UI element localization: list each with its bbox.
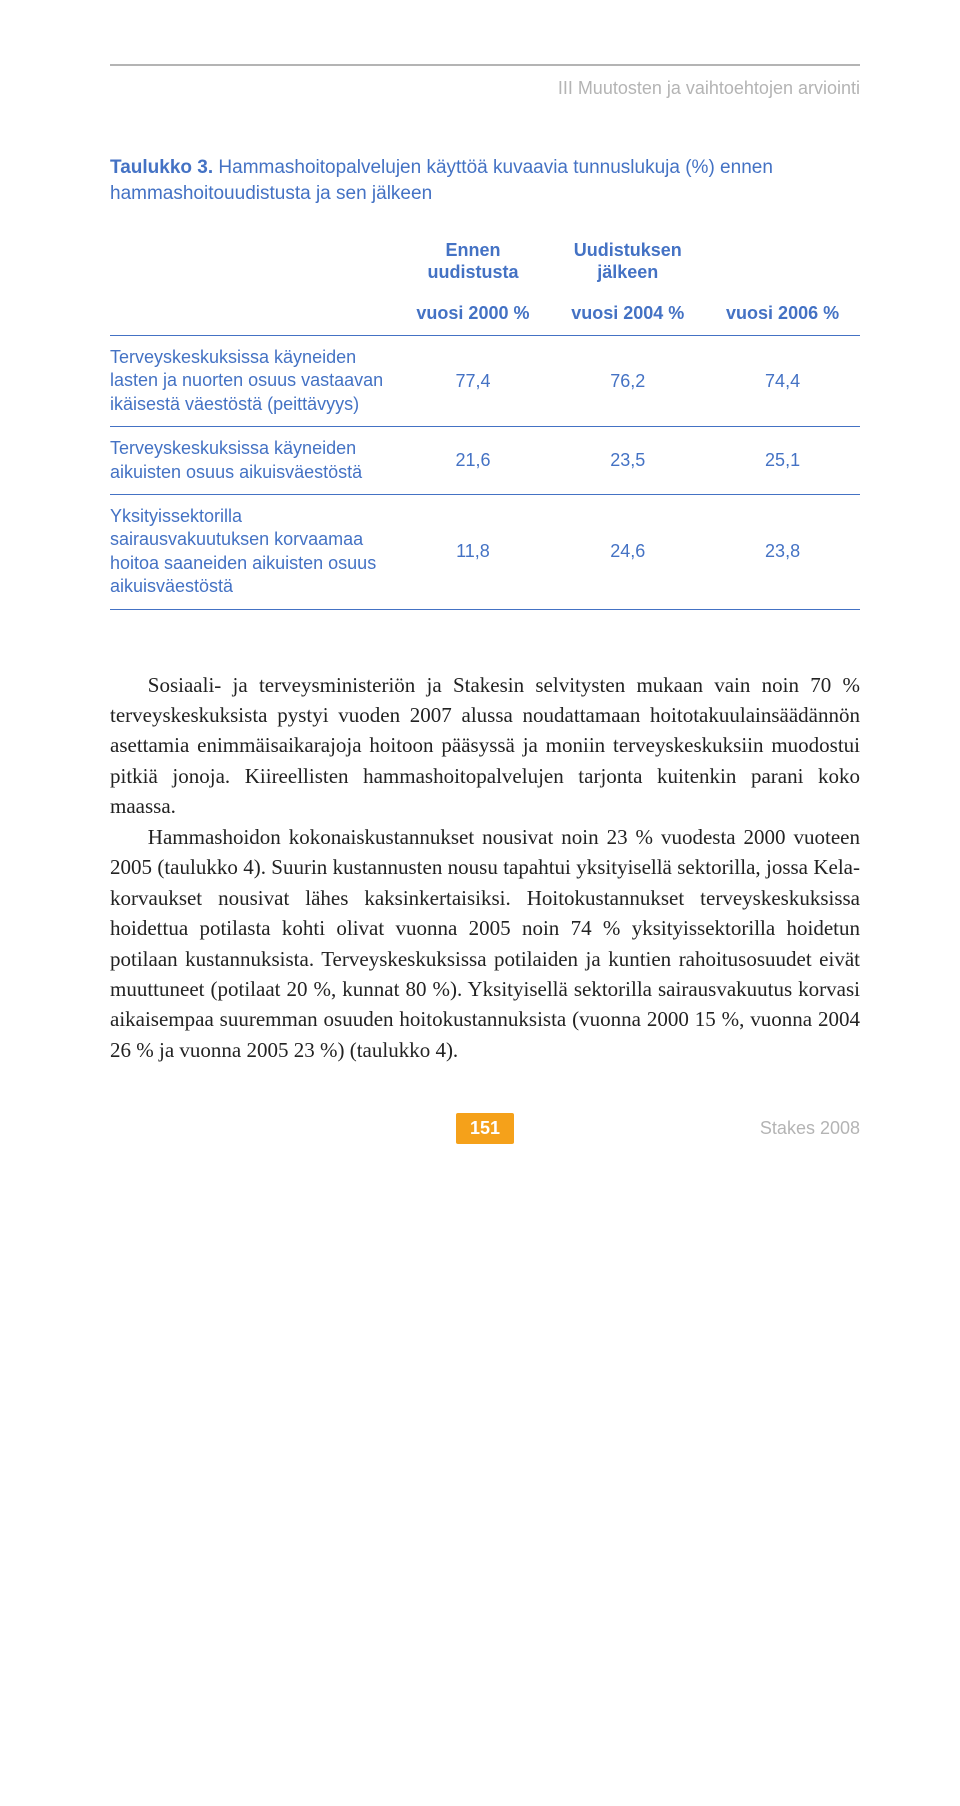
cell-value: 24,6: [550, 495, 705, 610]
cell-value: 23,8: [705, 495, 860, 610]
header-cell: [110, 230, 396, 293]
header-cell: [705, 230, 860, 293]
header-cell: vuosi 2004 %: [550, 293, 705, 335]
cell-value: 25,1: [705, 427, 860, 495]
row-label: Yksityissektorilla sairausvakuutuksen ko…: [110, 495, 396, 610]
header-cell: [110, 293, 396, 335]
table-row: Terveyskeskuksissa käyneiden lasten ja n…: [110, 336, 860, 427]
row-label: Terveyskeskuksissa käyneiden aikuisten o…: [110, 427, 396, 495]
table-header-row-1: Ennen uudistusta Uudistuksen jälkeen: [110, 230, 860, 293]
cell-value: 11,8: [396, 495, 551, 610]
table-row: Terveyskeskuksissa käyneiden aikuisten o…: [110, 427, 860, 495]
header-cell: Ennen uudistusta: [396, 230, 551, 293]
cell-value: 77,4: [396, 336, 551, 427]
header-cell: vuosi 2000 %: [396, 293, 551, 335]
cell-value: 74,4: [705, 336, 860, 427]
publisher-label: Stakes 2008: [760, 1118, 860, 1139]
cell-value: 23,5: [550, 427, 705, 495]
table-caption-number: Taulukko 3.: [110, 157, 213, 178]
paragraph: Sosiaali- ja terveysministeriön ja Stake…: [110, 670, 860, 822]
page-number-badge: 151: [456, 1113, 514, 1144]
table-caption: Taulukko 3. Hammashoitopalvelujen käyttö…: [110, 155, 860, 206]
table-header-row-2: vuosi 2000 % vuosi 2004 % vuosi 2006 %: [110, 293, 860, 335]
cell-value: 21,6: [396, 427, 551, 495]
paragraph: Hammashoidon kokonaiskustannukset nousiv…: [110, 822, 860, 1066]
row-label: Terveyskeskuksissa käyneiden lasten ja n…: [110, 336, 396, 427]
data-table: Ennen uudistusta Uudistuksen jälkeen vuo…: [110, 230, 860, 609]
cell-value: 76,2: [550, 336, 705, 427]
running-head: III Muutosten ja vaihtoehtojen arviointi: [110, 64, 860, 99]
header-cell: vuosi 2006 %: [705, 293, 860, 335]
page-footer: 151 Stakes 2008: [110, 1113, 860, 1144]
header-cell: Uudistuksen jälkeen: [550, 230, 705, 293]
table-row: Yksityissektorilla sairausvakuutuksen ko…: [110, 495, 860, 610]
body-text: Sosiaali- ja terveysministeriön ja Stake…: [110, 670, 860, 1066]
